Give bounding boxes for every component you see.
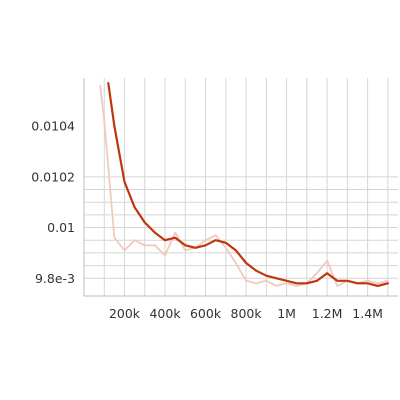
x-tick-label: 1M — [277, 306, 296, 321]
y-tick-label: 9.8e-3 — [35, 271, 75, 286]
tick-labels: 200k 400k 600k 800k 1M 1.2M 1.4M 9.8e-3 0.01 0.01… — [31, 119, 383, 321]
y-tick-label: 0.01 — [47, 220, 75, 235]
x-tick-label: 600k — [190, 306, 222, 321]
x-tick-label: 800k — [231, 306, 263, 321]
x-tick-label: 200k — [109, 306, 141, 321]
y-tick-label: 0.0104 — [31, 119, 75, 134]
y-tick-label: 0.0102 — [31, 169, 75, 184]
x-tick-label: 1.4M — [352, 306, 383, 321]
series-line-smoothed — [107, 81, 389, 287]
axes — [83, 78, 398, 297]
series-layer — [99, 81, 389, 287]
x-tick-label: 1.2M — [312, 306, 343, 321]
x-tick-label: 400k — [149, 306, 181, 321]
grid — [84, 78, 398, 296]
series-line-raw — [99, 84, 389, 287]
